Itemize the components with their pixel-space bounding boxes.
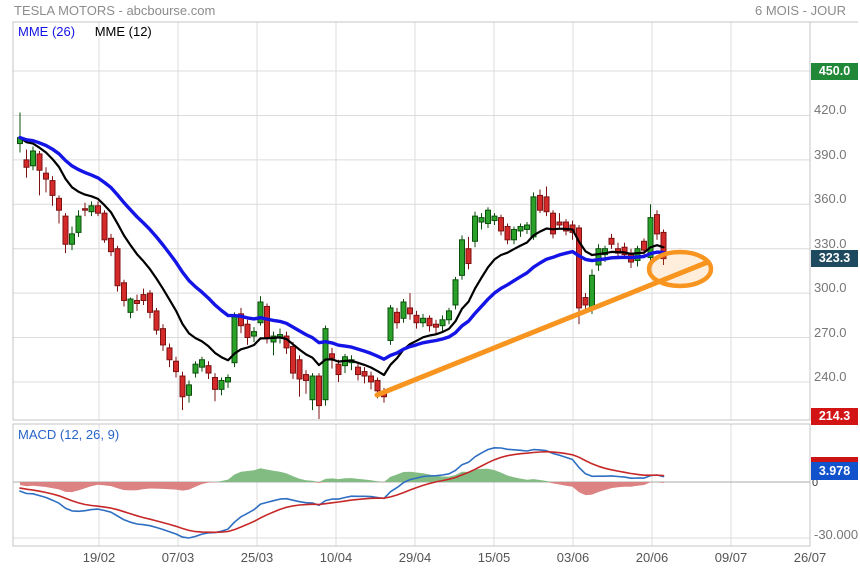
date-tick-0: 19/02 — [82, 550, 116, 565]
mme26-line — [18, 135, 666, 361]
macd-zero-label: 0 — [812, 477, 819, 489]
date-tick-2: 25/03 — [240, 550, 274, 565]
low-price-badge: 214.3 — [811, 408, 858, 425]
macd-indicator-label: MACD (12, 26, 9) — [18, 427, 120, 442]
macd-value-badge: 3.978 — [811, 462, 858, 480]
date-tick-5: 15/05 — [477, 550, 511, 565]
date-tick-4: 29/04 — [398, 550, 432, 565]
price-tick-360: 360.0 — [814, 191, 847, 206]
trendline — [374, 259, 711, 398]
legend: MME (26) MME (12) — [18, 24, 168, 39]
period-label: 6 MOIS - JOUR — [754, 3, 846, 18]
last-price-badge: 323.3 — [811, 250, 858, 267]
price-tick-330: 330.0 — [814, 236, 847, 251]
high-price-badge: 450.0 — [811, 63, 858, 80]
date-tick-3: 10/04 — [319, 550, 353, 565]
date-tick-7: 20/06 — [635, 550, 669, 565]
price-tick-300: 300.0 — [814, 280, 847, 295]
candles — [17, 112, 667, 419]
legend-item-mme26: MME (26) — [18, 24, 76, 39]
mme12-line — [18, 136, 665, 377]
price-tick-270: 270.0 — [814, 325, 847, 340]
date-tick-6: 03/06 — [556, 550, 590, 565]
date-tick-9: 26/07 — [793, 550, 827, 565]
price-tick-390: 390.0 — [814, 147, 847, 162]
date-tick-8: 09/07 — [714, 550, 748, 565]
signal-value-badge — [811, 457, 858, 464]
price-tick-240: 240.0 — [814, 369, 847, 384]
price-tick-420: 420.0 — [814, 102, 847, 117]
macd-min-label: -30.000 — [814, 527, 859, 542]
panel-borders — [12, 21, 858, 547]
date-tick-1: 07/03 — [161, 550, 195, 565]
macd-histogram — [20, 468, 664, 496]
legend-item-mme12: MME (12) — [94, 24, 152, 39]
signal-line — [19, 450, 665, 534]
macd-line — [19, 446, 665, 539]
chart-title: TESLA MOTORS - abcbourse.com — [14, 3, 216, 18]
highlight-ellipse — [646, 249, 714, 289]
